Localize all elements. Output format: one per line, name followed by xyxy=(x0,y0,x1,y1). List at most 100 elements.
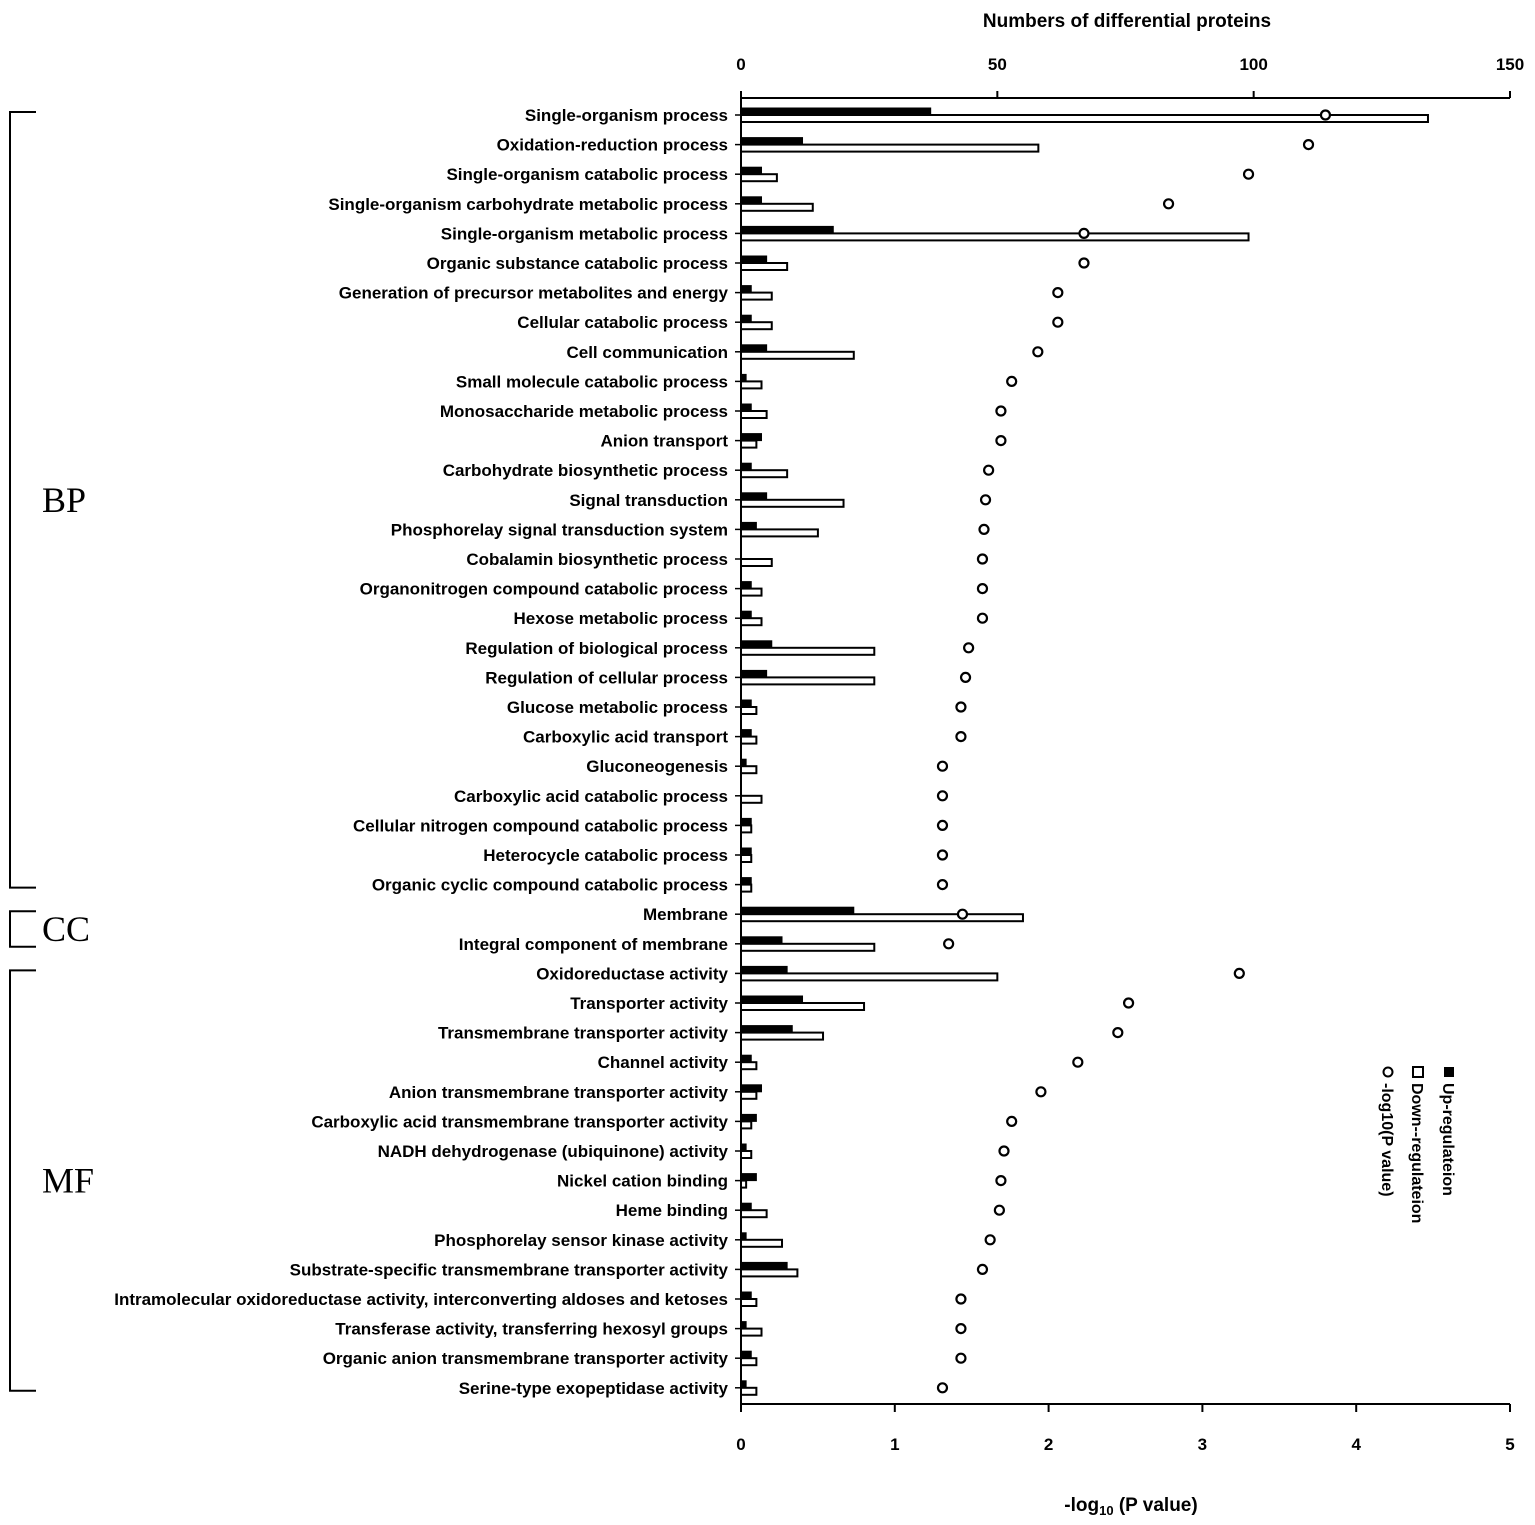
pvalue-marker xyxy=(936,790,949,802)
bar-up-regulation xyxy=(740,1202,752,1211)
pvalue-marker xyxy=(959,671,972,684)
pvalue-marker xyxy=(976,582,989,595)
pvalue-marker xyxy=(936,819,949,832)
category-label: Single-organism metabolic process xyxy=(441,224,728,243)
bar-down-regulation xyxy=(740,1031,825,1041)
category-label: Organic cyclic compound catabolic proces… xyxy=(372,876,728,895)
category-label: Single-organism carbohydrate metabolic p… xyxy=(328,195,728,214)
pvalue-marker xyxy=(979,494,992,506)
bar-up-regulation xyxy=(740,669,768,678)
bar-down-regulation xyxy=(740,1298,758,1307)
bottom-tick-label: 1 xyxy=(890,1435,899,1454)
pvalue-marker xyxy=(936,1382,949,1394)
pvalue-marker xyxy=(995,405,1007,417)
bottom-tick-label: 0 xyxy=(736,1435,745,1454)
category-label: Anion transmembrane transporter activity xyxy=(389,1083,729,1102)
pvalue-marker xyxy=(995,435,1007,447)
pvalue-marker xyxy=(1052,316,1064,328)
top-tick-label: 50 xyxy=(988,55,1007,74)
category-label: Single-organism process xyxy=(525,106,728,125)
category-label: Anion transport xyxy=(601,432,729,451)
bar-down-regulation xyxy=(740,469,789,479)
pvalue-marker xyxy=(1035,1086,1047,1098)
bar-up-regulation xyxy=(740,1143,747,1152)
category-label: Signal transduction xyxy=(569,491,728,510)
bar-down-regulation xyxy=(740,498,845,508)
category-label: Gluconeogenesis xyxy=(586,757,728,776)
bar-up-regulation xyxy=(740,1084,763,1093)
bar-down-regulation xyxy=(740,528,819,538)
category-label: Single-organism catabolic process xyxy=(446,165,728,184)
category-label: Regulation of cellular process xyxy=(485,668,728,687)
bar-down-regulation xyxy=(740,676,876,686)
category-label: Regulation of biological process xyxy=(465,639,728,658)
bar-down-regulation xyxy=(740,646,876,656)
bar-up-regulation xyxy=(740,1380,747,1389)
bar-down-regulation xyxy=(740,439,758,449)
bar-down-regulation xyxy=(740,587,763,597)
category-label: Organic substance catabolic process xyxy=(427,254,728,273)
bar-up-regulation xyxy=(740,847,752,856)
pvalue-marker xyxy=(995,1174,1007,1187)
bar-up-regulation xyxy=(740,906,855,915)
category-label: Organic anion transmembrane transporter … xyxy=(323,1349,729,1368)
category-label: Oxidoreductase activity xyxy=(536,964,728,983)
group-label-bp: BP xyxy=(42,480,86,520)
bar-down-regulation xyxy=(740,321,773,331)
bar-up-regulation xyxy=(740,403,752,412)
bar-down-regulation xyxy=(740,1179,748,1189)
category-label: Generation of precursor metabolites and … xyxy=(339,284,729,303)
bar-up-regulation xyxy=(740,1025,793,1034)
category-label: Serine-type exopeptidase activity xyxy=(459,1379,729,1398)
category-label: Cellular catabolic process xyxy=(517,313,728,332)
bar-up-regulation xyxy=(740,1291,752,1300)
bar-up-regulation xyxy=(740,373,747,382)
category-label: NADH dehydrogenase (ubiquinone) activity xyxy=(378,1142,729,1161)
pvalue-marker xyxy=(976,612,989,624)
pvalue-marker xyxy=(1302,139,1315,151)
category-label: Heme binding xyxy=(616,1201,728,1220)
top-tick-label: 150 xyxy=(1496,55,1524,74)
bar-up-regulation xyxy=(740,1350,752,1359)
bar-down-regulation xyxy=(740,380,763,390)
pvalue-marker xyxy=(936,760,949,772)
category-label: Intramolecular oxidoreductase activity, … xyxy=(114,1290,728,1309)
bar-down-regulation xyxy=(740,114,1429,123)
bar-up-regulation xyxy=(740,1232,747,1241)
legend-swatch-down xyxy=(1412,1066,1424,1078)
bar-up-regulation xyxy=(740,758,747,767)
bar-down-regulation xyxy=(740,1090,758,1100)
group-label-cc: CC xyxy=(42,909,90,949)
pvalue-marker xyxy=(1112,1026,1124,1039)
category-label: Phosphorelay signal transduction system xyxy=(391,520,728,539)
bar-up-regulation xyxy=(740,225,834,234)
bar-up-regulation xyxy=(740,729,752,738)
category-label: Carboxylic acid transport xyxy=(523,728,728,747)
category-label: Monosaccharide metabolic process xyxy=(440,402,728,421)
bar-down-regulation xyxy=(740,617,763,627)
group-label-mf: MF xyxy=(42,1161,94,1201)
bar-down-regulation xyxy=(740,350,855,360)
group-bracket xyxy=(9,910,36,948)
bar-down-regulation xyxy=(740,143,1040,153)
bar-down-regulation xyxy=(740,202,814,212)
bar-up-regulation xyxy=(740,965,788,974)
bar-down-regulation xyxy=(740,1327,763,1337)
pvalue-marker xyxy=(978,523,990,536)
legend: Up-regulateion Down--regulateion -log10(P … xyxy=(1378,1066,1456,1223)
pvalue-marker xyxy=(1242,168,1255,180)
group-bracket xyxy=(9,111,36,889)
category-label: Carbohydrate biosynthetic process xyxy=(443,461,728,480)
pvalue-marker xyxy=(963,642,975,654)
bar-up-regulation xyxy=(740,314,752,323)
legend-pvalue: -log10(P value) xyxy=(1378,1083,1395,1197)
pvalue-marker xyxy=(984,1234,996,1246)
bar-up-regulation xyxy=(740,817,752,826)
category-label: Substrate-specific transmembrane transpo… xyxy=(290,1260,729,1279)
bar-up-regulation xyxy=(740,1321,747,1330)
bar-down-regulation xyxy=(740,765,758,775)
pvalue-marker xyxy=(1052,287,1064,299)
bar-up-regulation xyxy=(740,137,804,146)
bar-up-regulation xyxy=(740,1261,788,1270)
